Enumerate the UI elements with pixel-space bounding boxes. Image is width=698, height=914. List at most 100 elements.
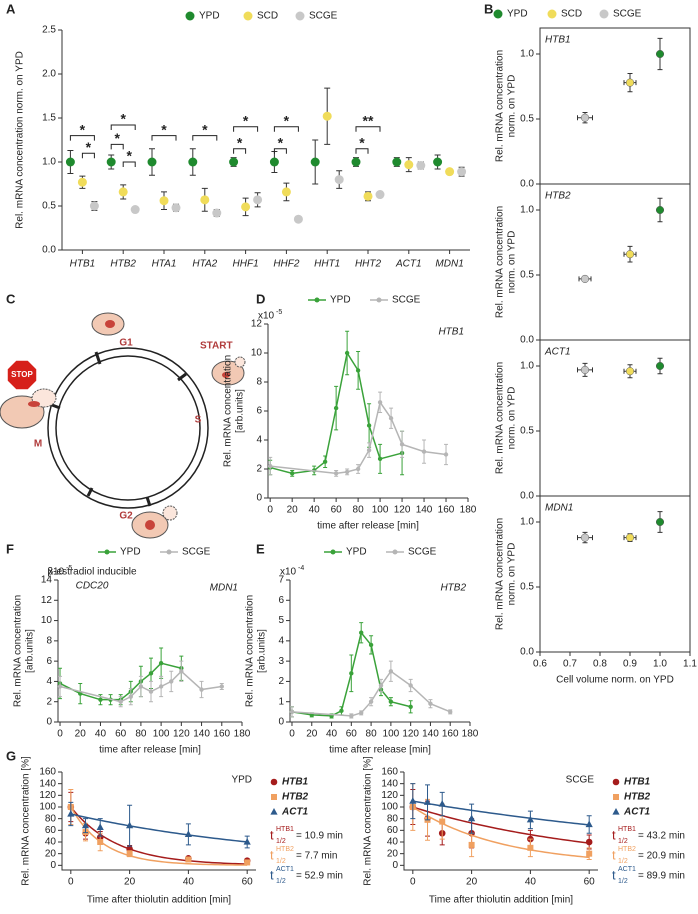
legend-label: YPD	[120, 547, 141, 558]
y-tick-label: 0	[256, 493, 262, 504]
y-tick-label: 6	[256, 406, 262, 417]
legend-label: YPD	[346, 547, 367, 558]
point	[138, 684, 144, 689]
y-tick-label: 80	[45, 813, 57, 824]
legend-marker	[330, 549, 336, 555]
point	[366, 423, 372, 428]
y-axis-label: Rel. mRNA concentration norm. on YPD	[15, 51, 26, 229]
subplot-title: ACT1	[544, 347, 571, 358]
bud	[162, 505, 178, 521]
line	[59, 670, 222, 703]
x-tick-label: 40	[525, 877, 537, 888]
point	[158, 660, 164, 666]
phase-label: S	[195, 415, 202, 426]
significance-bracket	[69, 135, 95, 141]
point	[613, 794, 619, 800]
half-life-symbol: t	[270, 867, 274, 882]
significance-label: *	[86, 139, 92, 155]
significance-label: *	[126, 148, 132, 164]
legend-label: YPD	[330, 295, 351, 306]
point	[126, 850, 133, 857]
subplot-title: HTB2	[545, 191, 571, 202]
legend-marker	[295, 11, 305, 21]
half-life-label: = 89.9 min	[638, 871, 685, 882]
x-tick-label: 0.7	[563, 659, 577, 670]
point	[98, 697, 103, 702]
y-axis-label: Rel. mRNA concentration	[495, 206, 506, 318]
cell-cycle-diagram: STOP G1 START S G2 M β-estradiol inducib…	[0, 312, 246, 592]
dot	[457, 167, 467, 177]
y-tick-label: 8	[256, 377, 262, 388]
line	[270, 400, 447, 475]
legend-label: HTB1	[624, 777, 651, 788]
dot	[212, 208, 222, 218]
y-tick-label: 0.5	[520, 114, 534, 125]
y-tick-label: 160	[381, 767, 398, 778]
significance-label: *	[243, 113, 249, 129]
y-tick-label: 1.0	[520, 517, 534, 528]
point	[270, 808, 278, 815]
y-tick-label: 0.5	[520, 582, 534, 593]
point	[368, 699, 374, 704]
point	[126, 821, 134, 829]
y-tick-label: 80	[387, 813, 399, 824]
x-tick-label: 80	[353, 505, 365, 516]
x-tick-label: 0.8	[593, 659, 607, 670]
y-tick-label: 4	[278, 635, 284, 646]
point	[368, 642, 374, 648]
point	[243, 838, 251, 845]
y-axis-label: norm. on YPD	[507, 75, 518, 138]
y-tick-label: 0.5	[42, 201, 56, 212]
dot	[363, 191, 373, 201]
point	[148, 689, 154, 694]
y-axis-label: [arb.units]	[25, 629, 36, 673]
significance-bracket	[151, 135, 177, 141]
y-tick-label: 0.5	[520, 270, 534, 281]
x-tick-label: MDN1	[435, 259, 463, 270]
cycle-ring	[55, 355, 201, 501]
x-tick-label: HHF1	[233, 259, 259, 270]
half-life-subscript: 1/2	[276, 878, 286, 885]
y-tick-label: 0	[278, 717, 284, 728]
y-tick-label: 1.0	[520, 361, 534, 372]
dot	[147, 157, 157, 167]
x-tick-label: 120	[394, 505, 411, 516]
half-life-label: = 43.2 min	[638, 831, 685, 842]
x-tick-label: 0	[68, 877, 74, 888]
axis	[61, 30, 470, 251]
point	[169, 679, 174, 684]
point	[267, 463, 273, 469]
y-tick-label: 100	[381, 802, 398, 813]
line	[291, 670, 451, 717]
point	[289, 709, 295, 715]
significance-bracket	[122, 161, 136, 167]
y-exponent: -4	[298, 565, 304, 572]
x-tick-label: 60	[115, 729, 127, 740]
legend-marker	[104, 549, 110, 555]
panel-label: C	[6, 291, 16, 306]
point	[439, 818, 446, 825]
y-exponent: -5	[276, 309, 282, 316]
half-life-symbol: t	[612, 847, 616, 862]
x-tick-label: 160	[213, 729, 230, 740]
dot	[310, 157, 320, 167]
y-tick-label: 20	[45, 848, 57, 859]
point	[359, 710, 364, 716]
phase-label: M	[34, 439, 42, 450]
half-life-symbol: t	[270, 827, 274, 842]
significance-bracket	[233, 148, 247, 154]
y-tick-label: 12	[41, 595, 53, 606]
point	[377, 400, 383, 405]
point	[199, 687, 204, 692]
dot	[351, 157, 361, 167]
significance-label: *	[284, 113, 290, 129]
y-axis-label: Rel. mRNA concentration	[495, 518, 506, 630]
diagram-caption: β-estradiol inducible	[47, 567, 137, 578]
point	[526, 815, 534, 823]
point	[333, 405, 339, 411]
panel-label: F	[6, 541, 14, 556]
x-tick-label: 0	[267, 505, 273, 516]
point	[468, 841, 475, 848]
legend-label: HTB2	[282, 792, 309, 803]
point	[612, 808, 620, 815]
